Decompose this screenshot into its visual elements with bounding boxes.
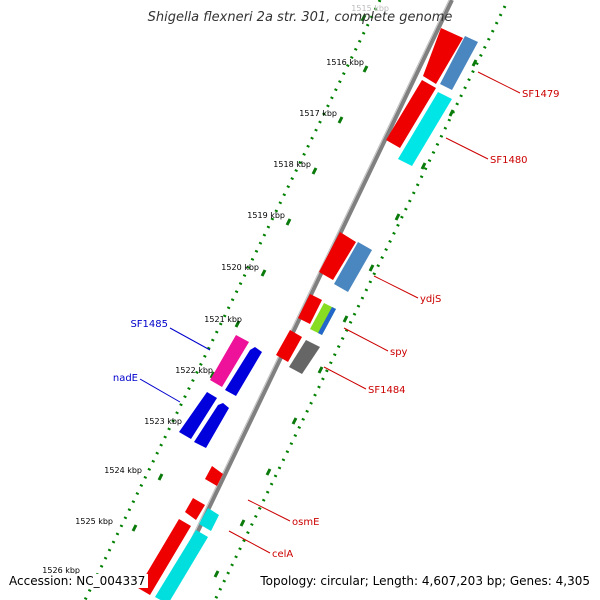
tick-label: 1517 kbp xyxy=(299,109,337,118)
tick-mark-right xyxy=(448,109,455,117)
tick-mark xyxy=(285,218,292,226)
tick-mark-right xyxy=(471,59,478,67)
tick-mark-right xyxy=(342,315,349,323)
gene-label-osmE[interactable]: osmE xyxy=(292,517,319,528)
tick-labels: 1515 kbp 1516 kbp 1517 kbp 1518 kbp 1519… xyxy=(42,4,389,575)
tick-mark-right xyxy=(291,417,298,425)
gc-track-right xyxy=(213,5,507,600)
gene-arrow[interactable] xyxy=(298,294,322,324)
tick-mark-right xyxy=(239,519,246,527)
tick-mark xyxy=(157,473,164,481)
gene-arrow-spy[interactable] xyxy=(310,303,336,335)
gene-arrow-SF1485[interactable] xyxy=(210,335,249,387)
gene-arrow[interactable] xyxy=(276,330,302,362)
topology-label: Topology: circular; Length: 4,607,203 bp… xyxy=(257,574,590,588)
gene-label-nadE[interactable]: nadE xyxy=(113,373,138,384)
gene-features xyxy=(138,28,478,600)
gene-arrow[interactable] xyxy=(423,28,463,84)
callout-line-celA xyxy=(228,530,271,554)
tick-mark xyxy=(209,371,216,379)
gene-arrow-celA[interactable] xyxy=(155,530,208,600)
gene-label-ydjS[interactable]: ydjS xyxy=(420,294,441,305)
gene-label-celA[interactable]: celA xyxy=(272,549,293,560)
gene-arrow-nadE[interactable] xyxy=(179,392,217,439)
callout-lines xyxy=(139,71,521,554)
gc-track-left xyxy=(83,0,382,600)
gene-arrow[interactable] xyxy=(205,466,223,486)
gene-arrow[interactable] xyxy=(138,519,191,595)
callout-line-SF1480 xyxy=(445,137,489,160)
tick-label: 1519 kbp xyxy=(247,211,285,220)
tick-mark-right xyxy=(213,570,220,578)
gene-arrow-SF1484[interactable] xyxy=(289,340,320,374)
callout-line-osmE xyxy=(247,499,291,522)
tick-mark xyxy=(131,524,138,532)
gene-arrow-ydjS[interactable] xyxy=(334,242,372,292)
tick-label: 1516 kbp xyxy=(326,58,364,67)
callout-line-spy xyxy=(343,327,389,352)
tick-label: 1523 kbp xyxy=(144,417,182,426)
callout-line-SF1485 xyxy=(169,327,211,351)
tick-label: 1524 kbp xyxy=(104,466,142,475)
callout-line-ydjS xyxy=(373,275,419,299)
callout-line-nadE xyxy=(139,378,181,403)
tick-mark-right xyxy=(394,213,401,221)
tick-label: 1520 kbp xyxy=(221,263,259,272)
tick-mark xyxy=(337,116,344,124)
gene-arrow[interactable] xyxy=(194,403,229,448)
genome-title: Shigella flexneri 2a str. 301, complete … xyxy=(147,10,453,25)
accession-label: Accession: NC_004337 xyxy=(9,574,149,588)
gene-arrow[interactable] xyxy=(319,232,356,280)
gene-arrow[interactable] xyxy=(386,80,436,148)
gene-arrow[interactable] xyxy=(199,508,219,531)
tick-label: 1522 kbp xyxy=(175,366,213,375)
callout-line-SF1479 xyxy=(477,71,521,94)
gene-arrow[interactable] xyxy=(225,347,262,396)
tick-label: 1526 kbp xyxy=(42,566,80,575)
tick-mark xyxy=(311,167,318,175)
gene-label-SF1479[interactable]: SF1479 xyxy=(522,89,560,100)
tick-label: 1521 kbp xyxy=(204,315,242,324)
callout-line-SF1484 xyxy=(323,366,367,390)
tick-mark xyxy=(360,14,367,22)
tick-mark-right xyxy=(317,366,324,374)
tick-mark xyxy=(234,320,241,328)
gene-arrow-SF1480[interactable] xyxy=(398,92,452,166)
tick-mark-right xyxy=(368,264,375,272)
gene-label-SF1485[interactable]: SF1485 xyxy=(130,319,168,330)
tick-label: 1518 kbp xyxy=(273,160,311,169)
tick-mark xyxy=(260,269,267,277)
tick-label: 1525 kbp xyxy=(75,517,113,526)
gene-label-SF1484[interactable]: SF1484 xyxy=(368,385,406,396)
tick-mark-right xyxy=(265,468,272,476)
gene-labels: SF1479 SF1480 ydjS spy SF1484 osmE celA … xyxy=(113,89,560,560)
gene-arrow-osmE[interactable] xyxy=(185,498,205,520)
tick-mark xyxy=(362,65,369,73)
gene-arrow-SF1479[interactable] xyxy=(440,36,478,90)
gene-label-spy[interactable]: spy xyxy=(390,347,408,358)
genome-backbone-highlight xyxy=(161,0,450,600)
tick-label: 1515 kbp xyxy=(351,4,389,13)
tick-mark-right xyxy=(420,162,427,170)
gene-label-SF1480[interactable]: SF1480 xyxy=(490,155,528,166)
gene-arrow-spy-stripe[interactable] xyxy=(318,307,336,335)
